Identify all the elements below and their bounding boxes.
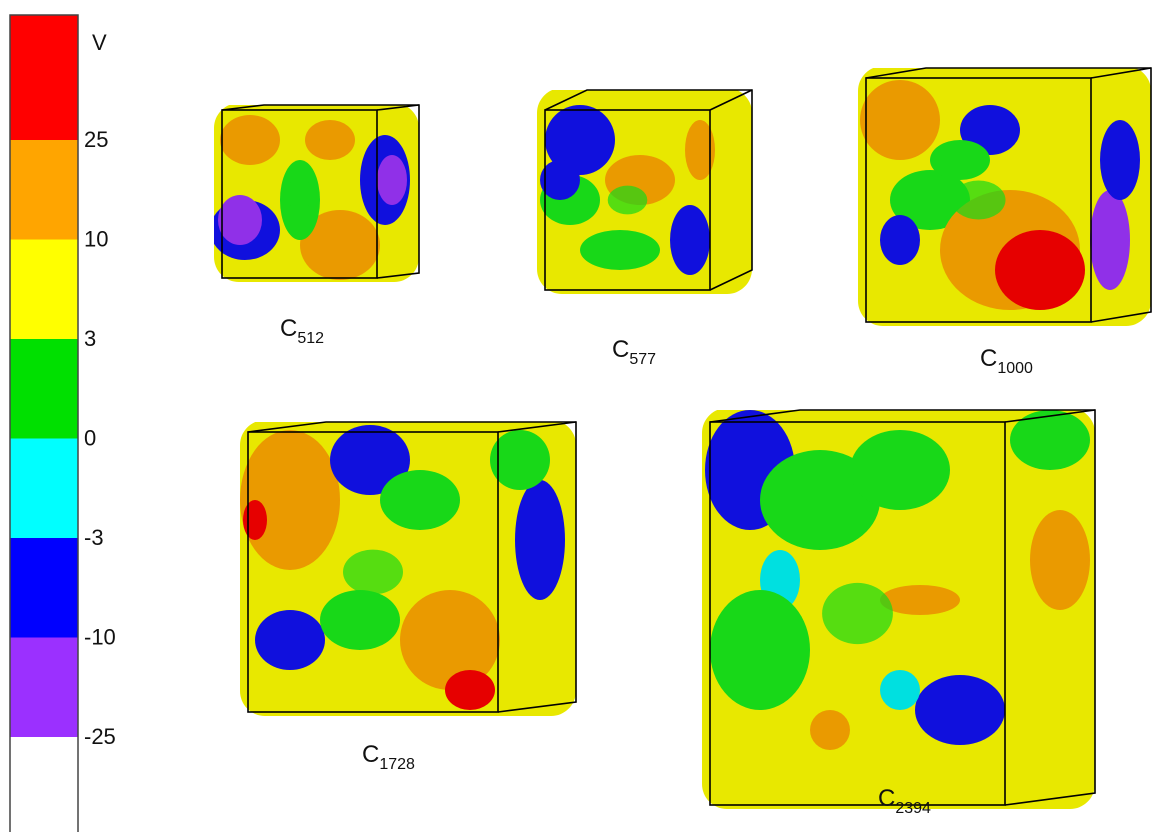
colorbar: V 25 10 3 0 -3 -10 -25	[10, 15, 116, 832]
cube-patch	[710, 590, 810, 710]
label-subscript: 512	[297, 330, 324, 347]
cube-patch	[1030, 510, 1090, 610]
cube	[537, 90, 752, 294]
label-subscript: 1000	[997, 360, 1033, 377]
cube-patch	[880, 215, 920, 265]
cube	[858, 68, 1151, 326]
label-base: C	[980, 345, 997, 372]
panel-label: C1000	[980, 345, 1033, 377]
colorbar-tick-label: 3	[84, 326, 96, 351]
cube-patch	[930, 140, 990, 180]
cube-patch	[343, 550, 403, 595]
colorbar-segment	[10, 339, 78, 439]
colorbar-tick-label: -3	[84, 525, 104, 550]
cube	[702, 410, 1095, 809]
colorbar-segment	[10, 638, 78, 738]
panel-label: C577	[612, 336, 656, 368]
panel-label: C512	[280, 315, 324, 347]
cube-patch	[490, 430, 550, 490]
cube-patch	[305, 120, 355, 160]
cube-patch	[995, 230, 1085, 310]
cube-patch	[515, 480, 565, 600]
cube-patch	[860, 80, 940, 160]
cube-patch	[220, 115, 280, 165]
colorbar-tick-label: -25	[84, 724, 116, 749]
colorbar-segment	[10, 538, 78, 638]
cube-patch	[608, 186, 648, 215]
page: V251030-3-10-25 C512 C577 C1000 C1728 C2…	[0, 0, 1152, 832]
colorbar-segment	[10, 15, 78, 140]
label-base: C	[280, 315, 297, 342]
colorbar-segment	[10, 240, 78, 340]
cube-patch	[670, 205, 710, 275]
cube-patch	[540, 160, 580, 200]
cube-patch	[380, 470, 460, 530]
cube-patch	[320, 590, 400, 650]
label-subscript: 577	[629, 351, 656, 368]
colorbar-tick-label: 25	[84, 127, 108, 152]
cube-patch	[822, 583, 893, 644]
colorbar-unit: V	[92, 30, 107, 55]
cube-patch	[218, 195, 262, 245]
colorbar-tick-label: 10	[84, 226, 108, 251]
label-subscript: 2394	[895, 800, 931, 817]
cube-patch	[580, 230, 660, 270]
cube-patch	[915, 675, 1005, 745]
label-base: C	[612, 336, 629, 363]
colorbar-segment	[10, 439, 78, 539]
cube-patch	[255, 610, 325, 670]
colorbar-tick-label: -10	[84, 624, 116, 649]
cube-patch	[1100, 120, 1140, 200]
cube-patch	[281, 181, 318, 208]
cube-patch	[377, 155, 407, 205]
cube-patch	[810, 710, 850, 750]
cube-patch	[880, 670, 920, 710]
label-subscript: 1728	[379, 756, 415, 773]
cube	[240, 422, 576, 716]
cube-patch	[850, 430, 950, 510]
cube-patch	[1090, 190, 1130, 290]
cube-patch	[445, 670, 495, 710]
label-base: C	[362, 741, 379, 768]
colorbar-segment	[10, 140, 78, 240]
panel-label: C1728	[362, 741, 415, 773]
cube	[210, 105, 419, 282]
cube-patch	[243, 500, 267, 540]
figure: V251030-3-10-25 C512 C577 C1000 C1728 C2…	[0, 0, 1152, 832]
colorbar-segment	[10, 737, 78, 832]
cube-patch	[952, 180, 1006, 219]
cubes	[210, 68, 1151, 809]
label-base: C	[878, 785, 895, 812]
colorbar-tick-label: 0	[84, 425, 96, 450]
